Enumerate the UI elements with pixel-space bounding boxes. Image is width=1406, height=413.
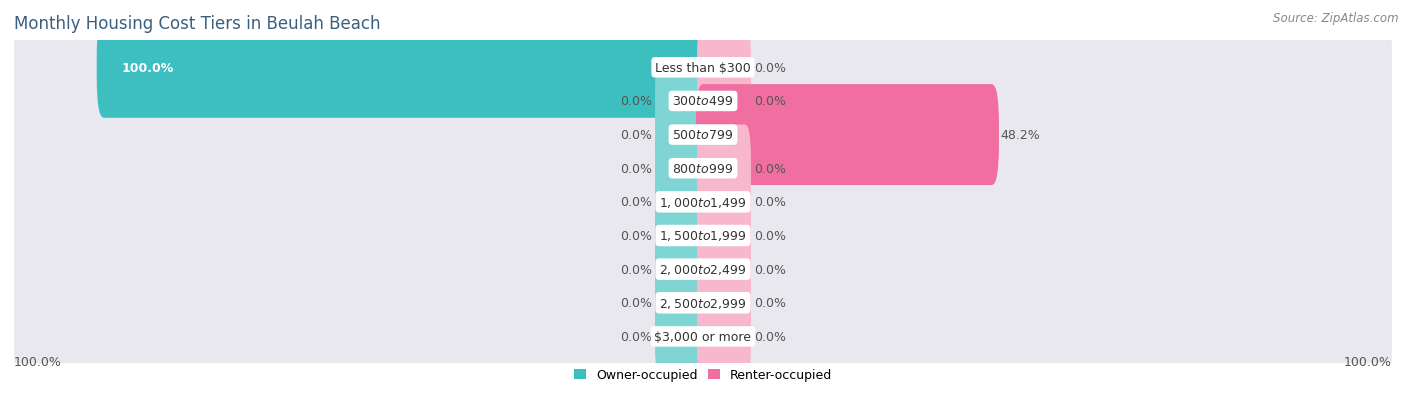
Text: 0.0%: 0.0%: [754, 95, 786, 108]
FancyBboxPatch shape: [697, 226, 751, 313]
Text: 0.0%: 0.0%: [754, 62, 786, 75]
Text: $1,000 to $1,499: $1,000 to $1,499: [659, 195, 747, 209]
FancyBboxPatch shape: [655, 58, 709, 145]
FancyBboxPatch shape: [697, 293, 751, 380]
Text: 0.0%: 0.0%: [620, 95, 652, 108]
FancyBboxPatch shape: [14, 53, 1392, 218]
Text: 48.2%: 48.2%: [1001, 129, 1040, 142]
Text: 0.0%: 0.0%: [754, 162, 786, 175]
Text: 100.0%: 100.0%: [14, 355, 62, 368]
FancyBboxPatch shape: [14, 19, 1392, 184]
FancyBboxPatch shape: [697, 192, 751, 280]
Text: 0.0%: 0.0%: [754, 196, 786, 209]
Text: $2,000 to $2,499: $2,000 to $2,499: [659, 263, 747, 276]
Text: 0.0%: 0.0%: [620, 162, 652, 175]
Text: 0.0%: 0.0%: [754, 297, 786, 309]
FancyBboxPatch shape: [655, 92, 709, 179]
Text: $300 to $499: $300 to $499: [672, 95, 734, 108]
FancyBboxPatch shape: [697, 125, 751, 212]
FancyBboxPatch shape: [655, 125, 709, 212]
FancyBboxPatch shape: [14, 87, 1392, 251]
FancyBboxPatch shape: [14, 120, 1392, 285]
Text: 0.0%: 0.0%: [620, 330, 652, 343]
FancyBboxPatch shape: [655, 293, 709, 380]
FancyBboxPatch shape: [697, 159, 751, 246]
FancyBboxPatch shape: [14, 154, 1392, 318]
FancyBboxPatch shape: [655, 226, 709, 313]
Text: Source: ZipAtlas.com: Source: ZipAtlas.com: [1274, 12, 1399, 25]
Text: 100.0%: 100.0%: [1344, 355, 1392, 368]
FancyBboxPatch shape: [14, 221, 1392, 385]
Text: 100.0%: 100.0%: [122, 62, 174, 75]
FancyBboxPatch shape: [14, 254, 1392, 413]
Text: 0.0%: 0.0%: [620, 263, 652, 276]
FancyBboxPatch shape: [697, 58, 751, 145]
FancyBboxPatch shape: [14, 0, 1392, 150]
Text: 0.0%: 0.0%: [754, 263, 786, 276]
FancyBboxPatch shape: [655, 159, 709, 246]
FancyBboxPatch shape: [97, 18, 710, 119]
FancyBboxPatch shape: [696, 85, 998, 185]
Text: Monthly Housing Cost Tiers in Beulah Beach: Monthly Housing Cost Tiers in Beulah Bea…: [14, 15, 381, 33]
Text: Less than $300: Less than $300: [655, 62, 751, 75]
Text: $500 to $799: $500 to $799: [672, 129, 734, 142]
FancyBboxPatch shape: [697, 24, 751, 112]
FancyBboxPatch shape: [655, 192, 709, 280]
FancyBboxPatch shape: [14, 187, 1392, 352]
Text: 0.0%: 0.0%: [620, 196, 652, 209]
Text: 0.0%: 0.0%: [754, 330, 786, 343]
Text: $3,000 or more: $3,000 or more: [655, 330, 751, 343]
Text: $800 to $999: $800 to $999: [672, 162, 734, 175]
Text: $1,500 to $1,999: $1,500 to $1,999: [659, 229, 747, 243]
Legend: Owner-occupied, Renter-occupied: Owner-occupied, Renter-occupied: [568, 363, 838, 386]
Text: 0.0%: 0.0%: [620, 129, 652, 142]
Text: $2,500 to $2,999: $2,500 to $2,999: [659, 296, 747, 310]
Text: 0.0%: 0.0%: [620, 230, 652, 242]
FancyBboxPatch shape: [697, 259, 751, 347]
Text: 0.0%: 0.0%: [620, 297, 652, 309]
FancyBboxPatch shape: [655, 259, 709, 347]
Text: 0.0%: 0.0%: [754, 230, 786, 242]
